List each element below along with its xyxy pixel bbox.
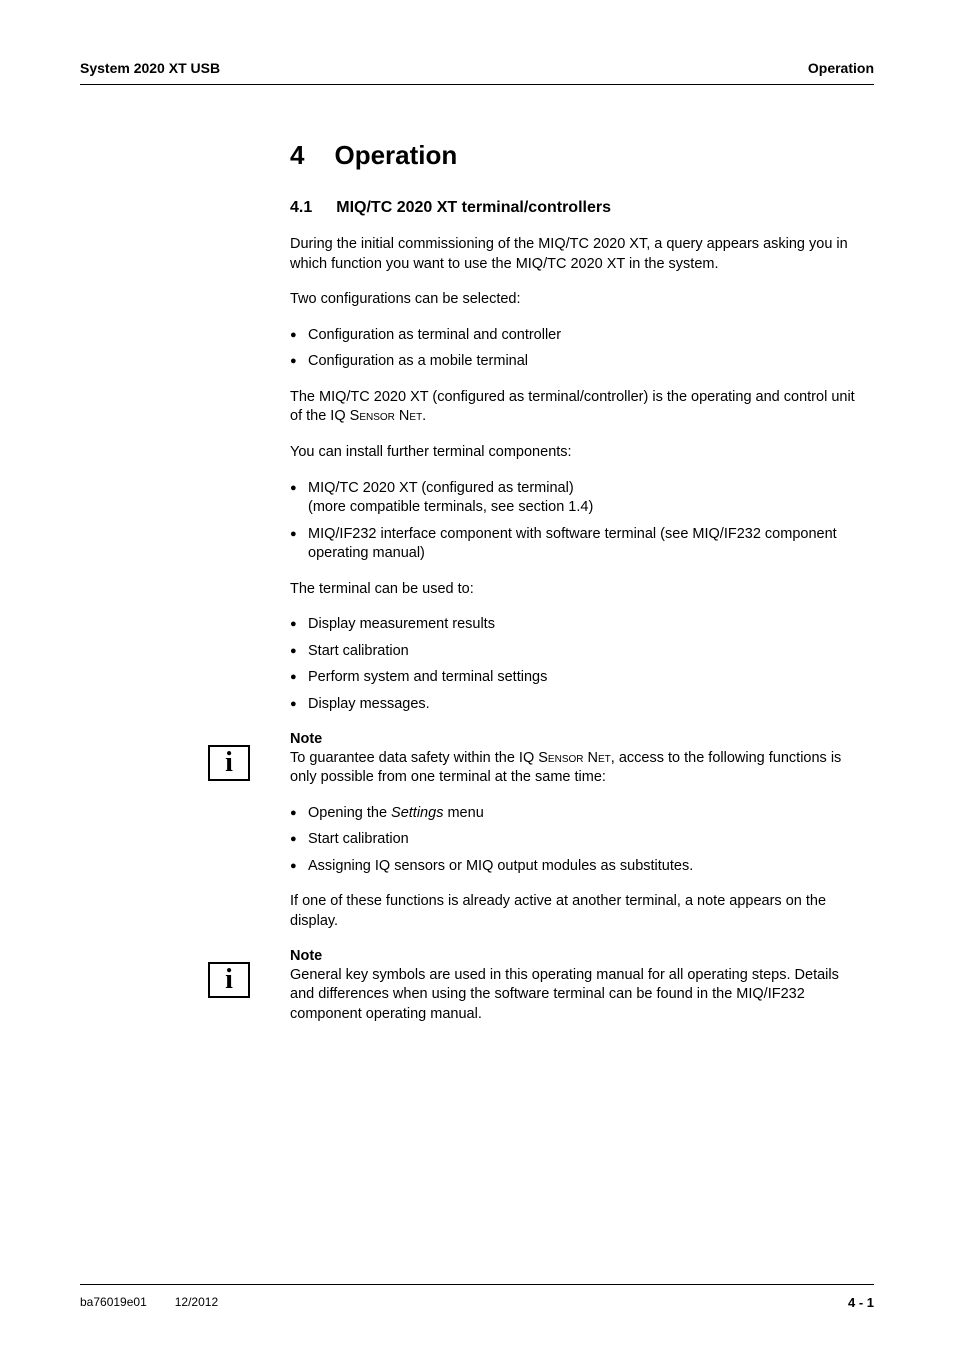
header-right: Operation: [808, 60, 874, 76]
paragraph: During the initial commissioning of the …: [290, 235, 864, 274]
note-block: i Note General key symbols are used in t…: [290, 948, 864, 1025]
list-item: Start calibration: [290, 642, 864, 662]
note-text: To guarantee data safety within the IQ S…: [290, 749, 864, 788]
note1-list: Opening the Settings menu Start calibrat…: [290, 804, 864, 877]
footer-page: 4 - 1: [848, 1295, 874, 1310]
paragraph: The MIQ/TC 2020 XT (configured as termin…: [290, 388, 864, 427]
page-header: System 2020 XT USB Operation: [80, 60, 874, 85]
list-item: Configuration as a mobile terminal: [290, 352, 864, 372]
note-text: General key symbols are used in this ope…: [290, 966, 864, 1025]
section-number: 4.1: [290, 199, 312, 217]
chapter-number: 4: [290, 140, 304, 171]
page-footer: ba76019e01 12/2012 4 - 1: [80, 1284, 874, 1310]
list-item: MIQ/IF232 interface component with softw…: [290, 525, 864, 564]
config-list: Configuration as terminal and controller…: [290, 326, 864, 372]
list-item: Assigning IQ sensors or MIQ output modul…: [290, 857, 864, 877]
list-item: Display messages.: [290, 695, 864, 715]
note-block: i Note To guarantee data safety within t…: [290, 731, 864, 788]
header-left: System 2020 XT USB: [80, 60, 220, 76]
list-item: Start calibration: [290, 830, 864, 850]
section-title-text: MIQ/TC 2020 XT terminal/controllers: [336, 199, 611, 216]
chapter-title-text: Operation: [334, 140, 457, 170]
section-title: 4.1 MIQ/TC 2020 XT terminal/controllers: [290, 199, 864, 217]
paragraph: The terminal can be used to:: [290, 580, 864, 600]
info-icon: i: [208, 962, 250, 998]
paragraph: If one of these functions is already act…: [290, 892, 864, 931]
note-label: Note: [290, 731, 864, 747]
list-item: Configuration as terminal and controller: [290, 326, 864, 346]
chapter-title: 4 Operation: [290, 140, 864, 171]
content-area: 4 Operation 4.1 MIQ/TC 2020 XT terminal/co…: [290, 140, 864, 1024]
list-item: Opening the Settings menu: [290, 804, 864, 824]
list-item: Display measurement results: [290, 615, 864, 635]
paragraph: Two configurations can be selected:: [290, 290, 864, 310]
list-item: MIQ/TC 2020 XT (configured as terminal) …: [290, 479, 864, 518]
note-label: Note: [290, 948, 864, 964]
components-list: MIQ/TC 2020 XT (configured as terminal) …: [290, 479, 864, 564]
paragraph: You can install further terminal compone…: [290, 443, 864, 463]
list-item: Perform system and terminal settings: [290, 668, 864, 688]
uses-list: Display measurement results Start calibr…: [290, 615, 864, 714]
footer-left: ba76019e01 12/2012: [80, 1295, 218, 1310]
info-icon: i: [208, 745, 250, 781]
footer-date: 12/2012: [175, 1295, 218, 1310]
footer-code: ba76019e01: [80, 1295, 147, 1310]
